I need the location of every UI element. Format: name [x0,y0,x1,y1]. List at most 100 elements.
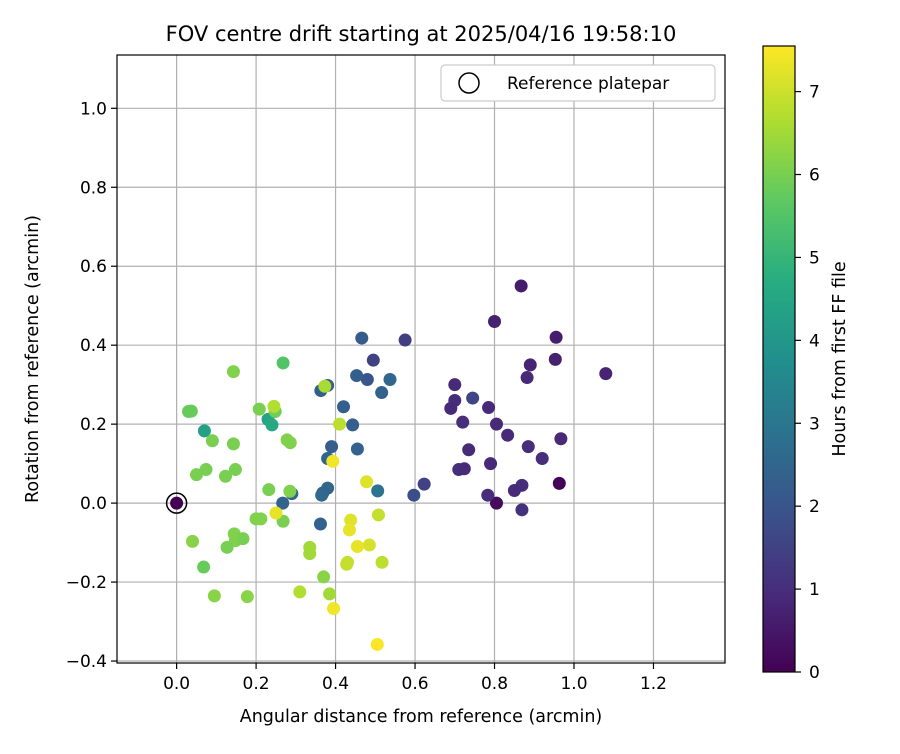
colorbar-tick-label: 2 [809,497,820,517]
scatter-point [490,417,504,431]
scatter-point [303,547,317,561]
scatter-point [313,517,327,531]
scatter-point [484,457,498,471]
scatter-point [407,488,421,502]
scatter-point [456,415,470,429]
reference-marker-layer [165,492,188,514]
scatter-point [269,506,283,520]
scatter-point [228,463,242,477]
legend-box [440,64,716,102]
scatter-point [521,440,535,454]
scatter-point [360,475,374,489]
y-tick-label: −0.2 [66,573,107,593]
scatter-point [254,512,268,526]
scatter-point [218,469,232,483]
scatter-point [507,483,521,497]
scatter-point [350,442,364,456]
scatter-point [226,365,240,379]
legend-label: Reference platepar [507,74,669,94]
scatter-point [340,555,354,569]
scatter-point [186,534,200,548]
scatter-point [552,476,566,490]
colorbar-tick-label: 6 [809,166,820,186]
scatter-point [548,352,562,366]
legend-marker-open-circle [458,72,480,94]
scatter-point [276,496,290,510]
scatter-point [323,587,337,601]
scatter-point [448,378,462,392]
y-tick-label: 0.6 [80,257,107,277]
scatter-point [346,418,360,432]
colorbar-tick-label: 4 [809,331,820,351]
scatter-point [315,488,329,502]
y-tick-label: 1.0 [80,99,107,119]
scatter-point [240,590,254,604]
colorbar-label: Hours from first FF file [830,261,850,456]
scatter-point [344,513,358,527]
scatter-point [549,330,563,344]
y-tick-label: 0.0 [80,494,107,514]
scatter-point [554,432,568,446]
scatter-point [370,637,384,651]
scatter-point [326,454,340,468]
scatter-point [523,358,537,372]
scatter-point [350,369,364,383]
scatter-point [293,585,307,599]
scatter-point [371,484,385,498]
colorbar-tick-label: 1 [809,580,820,600]
legend: Reference platepar [440,64,716,102]
scatter-point [189,468,203,482]
y-axis-label: Rotation from reference (arcmin) [23,215,43,503]
y-tick-label: 0.4 [80,336,107,356]
scatter-point [207,589,221,603]
x-tick-label: 1.2 [640,674,667,694]
colorbar-gradient [763,46,795,672]
scatter-point [362,538,376,552]
scatter-point [457,462,471,476]
y-tick-label: 0.2 [80,415,107,435]
y-tick-label: 0.8 [80,178,107,198]
colorbar-tick-label: 0 [809,663,820,683]
scatter-point [265,418,279,432]
data-points [170,279,613,651]
y-tick-label: −0.4 [66,652,107,672]
scatter-point [184,404,198,418]
grid-lines [117,55,725,663]
scatter-point [318,379,332,393]
scatter-point [337,400,351,414]
scatter-point [226,437,240,451]
scatter-point [327,602,341,616]
colorbar-ticks: 0 1 2 3 4 5 6 7 [795,83,820,683]
colorbar: 0 1 2 3 4 5 6 7 Hours from first FF file [762,45,850,683]
scatter-point [325,440,339,454]
x-tick-label: 0.0 [163,674,190,694]
scatter-point [252,402,266,416]
plot-frame [116,54,726,664]
scatter-point [317,570,331,584]
colorbar-tick-label: 7 [809,83,820,103]
scatter-point [220,540,234,554]
scatter-point [205,434,219,448]
x-tick-label: 0.2 [243,674,270,694]
x-tick-label: 0.4 [322,674,349,694]
scatter-point [520,371,534,385]
colorbar-tick-label: 5 [809,248,820,268]
scatter-point [283,484,297,498]
x-axis-label: Angular distance from reference (arcmin) [240,707,603,727]
scatter-point [490,496,504,510]
scatter-point [398,333,412,347]
scatter-point [355,331,369,345]
scatter-point [375,386,389,400]
scatter-point [267,399,281,413]
x-tick-label: 1.0 [560,674,587,694]
scatter-point [366,353,380,367]
scatter-point [481,488,495,502]
x-tick-label: 0.6 [402,674,429,694]
scatter-point [417,477,431,491]
x-tick-label: 0.8 [481,674,508,694]
scatter-point [360,373,374,387]
scatter-point [462,443,476,457]
scatter-point [342,523,356,537]
